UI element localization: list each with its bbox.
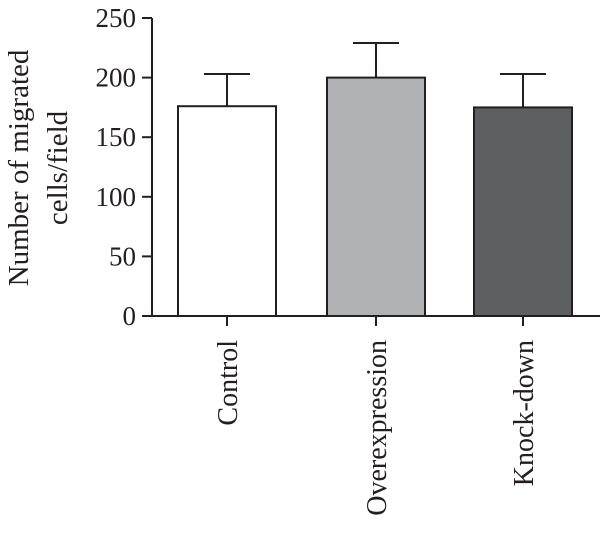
bar-knock-down — [473, 106, 573, 318]
y-tick-label: 250 — [96, 3, 137, 33]
x-category-label: Overexpression — [362, 340, 393, 516]
y-axis: 0 50 100 150 200 250 — [96, 3, 153, 331]
y-axis-title: Number of migrated cells/field — [3, 49, 74, 286]
y-tick-label: 150 — [96, 122, 137, 152]
y-tick-label: 50 — [109, 241, 136, 271]
y-tick-label: 0 — [123, 301, 137, 331]
bar-overexpression — [326, 76, 426, 317]
y-axis-title-line-1: Number of migrated — [3, 49, 35, 286]
bar-control — [177, 105, 277, 318]
x-category-label: Control — [213, 340, 244, 426]
y-axis-title-line-2: cells/field — [42, 110, 74, 225]
x-axis: Control Overexpression Knock-down — [152, 315, 600, 516]
bars-group — [177, 42, 573, 318]
y-tick-label: 200 — [96, 63, 137, 93]
y-tick-label: 100 — [96, 182, 137, 212]
x-category-label: Knock-down — [509, 340, 540, 486]
